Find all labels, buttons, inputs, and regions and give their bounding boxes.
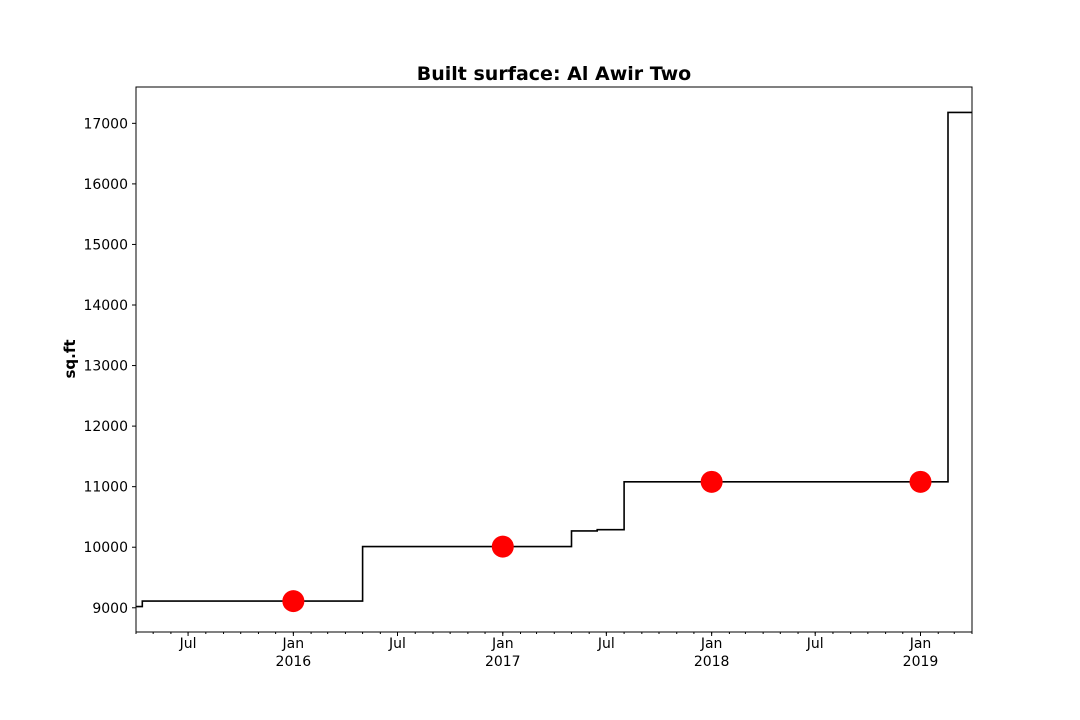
- x-tick-year-label: 2017: [485, 654, 521, 670]
- x-tick-label: Jul: [597, 636, 615, 652]
- x-tick-label: Jul: [806, 636, 824, 652]
- axes-frame: [135, 86, 973, 633]
- observation-marker: [909, 470, 932, 493]
- x-tick-label: Jan: [491, 636, 514, 652]
- y-tick-label: 13000: [83, 359, 128, 375]
- x-axis-ticks: Jul Jan 2016 Jul Jan 2017 Jul Jan 2018 Jul Jan 2019: [135, 632, 973, 670]
- y-axis-label: sq.ft: [61, 339, 79, 378]
- x-tick-label: Jul: [388, 636, 406, 652]
- y-tick-label: 14000: [83, 298, 128, 314]
- observation-marker: [282, 590, 305, 613]
- x-tick-label: Jan: [700, 636, 723, 652]
- y-tick-label: 12000: [83, 419, 128, 435]
- y-tick-label: 16000: [83, 177, 128, 193]
- x-tick-year-label: 2016: [276, 654, 312, 670]
- y-tick-label: 17000: [83, 116, 128, 132]
- y-tick-label: 10000: [83, 540, 128, 556]
- built-surface-step-line: [136, 111, 972, 608]
- x-tick-label: Jan: [282, 636, 305, 652]
- x-tick-year-label: 2018: [694, 654, 730, 670]
- x-tick-label: Jul: [179, 636, 197, 652]
- plot-area: [136, 111, 972, 613]
- x-tick-year-label: 2019: [903, 654, 939, 670]
- x-tick-label: Jan: [909, 636, 932, 652]
- y-axis-ticks: 9000 10000 11000 12000 13000 14000 15000 16000 1…: [83, 116, 136, 617]
- observation-marker: [700, 470, 723, 493]
- y-tick-label: 15000: [83, 237, 128, 253]
- y-tick-label: 9000: [92, 601, 128, 617]
- chart-title: Built surface: Al Awir Two: [417, 63, 691, 85]
- observation-marker: [491, 535, 514, 558]
- y-tick-label: 11000: [83, 480, 128, 496]
